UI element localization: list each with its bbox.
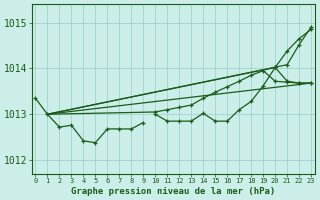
X-axis label: Graphe pression niveau de la mer (hPa): Graphe pression niveau de la mer (hPa) [71, 187, 276, 196]
